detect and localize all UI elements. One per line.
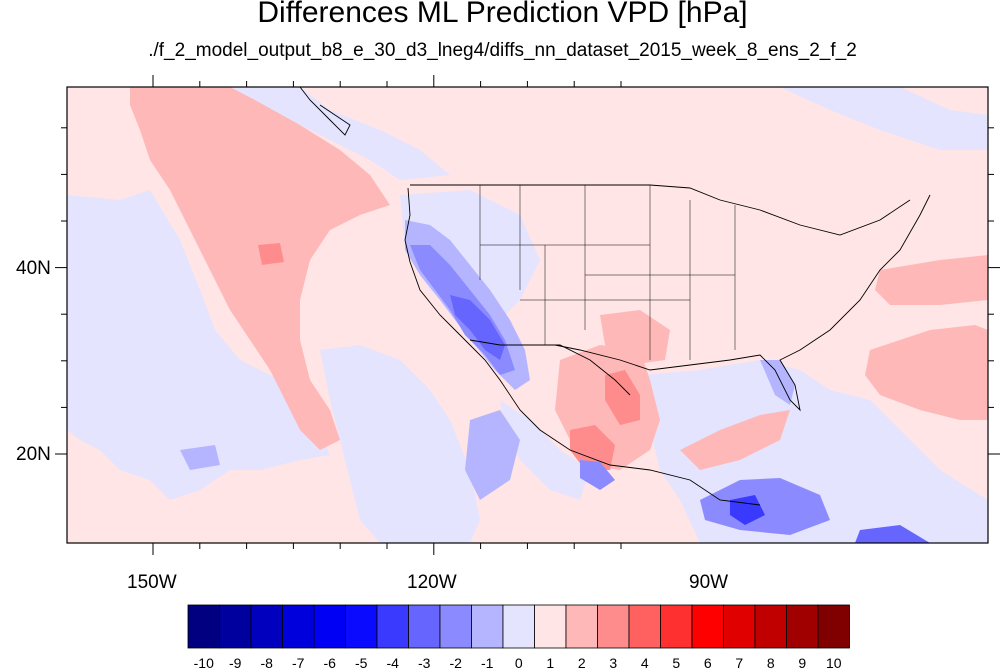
contour-neg1-northeast bbox=[780, 87, 988, 150]
colorbar-label: -6 bbox=[323, 655, 336, 671]
contour-pos3-mexico-south bbox=[570, 425, 615, 470]
colorbar-swatch bbox=[282, 604, 315, 649]
contour-pos2-east-atlantic-south bbox=[865, 325, 988, 420]
colorbar-swatch bbox=[313, 604, 346, 649]
colorbar-swatch bbox=[376, 604, 409, 649]
colorbar-label: -7 bbox=[292, 655, 305, 671]
coastline-west bbox=[404, 187, 761, 506]
contour-neg1-central-pacific bbox=[320, 345, 480, 543]
y-tick-label-20n: 20N bbox=[16, 444, 51, 465]
contour-pos3-mexico-core bbox=[605, 370, 640, 425]
colorbar-swatch bbox=[754, 604, 787, 649]
contour-neg1-north bbox=[230, 87, 450, 180]
colorbar-swatch bbox=[628, 604, 661, 649]
coastline-gulf bbox=[554, 194, 931, 412]
contour-pos2-east-atlantic bbox=[875, 255, 988, 305]
contour-pos3-pacific-spot bbox=[258, 243, 284, 265]
map-subtitle: ./f_2_model_output_b8_e_30_d3_lneg4/diff… bbox=[148, 40, 857, 61]
y-tick-label-40n: 40N bbox=[16, 258, 51, 279]
contour-neg1-west-pacific bbox=[67, 190, 330, 500]
colorbar-swatch bbox=[534, 604, 567, 649]
colorbar-swatch bbox=[471, 604, 504, 649]
colorbar-swatch bbox=[597, 604, 630, 649]
colorbar-label: -2 bbox=[449, 655, 462, 671]
colorbar-swatch bbox=[691, 604, 724, 649]
colorbar-swatch bbox=[502, 604, 535, 649]
colorbar-label: 4 bbox=[640, 655, 649, 671]
contour-neg2-hawaii bbox=[180, 445, 220, 470]
contour-neg2-bottom-right bbox=[855, 525, 930, 543]
x-tick-label-120w: 120W bbox=[407, 572, 457, 593]
colorbar-label: 1 bbox=[546, 655, 555, 671]
colorbar-swatch bbox=[565, 604, 598, 649]
colorbar-swatch bbox=[817, 604, 850, 649]
contour-neg1-southwest bbox=[400, 190, 540, 330]
colorbar-label: 8 bbox=[766, 655, 775, 671]
colorbar-label: -4 bbox=[386, 655, 399, 671]
colorbar-label: 7 bbox=[735, 655, 744, 671]
colorbar-swatch bbox=[219, 604, 252, 649]
colorbar-swatch bbox=[345, 604, 378, 649]
colorbar-label: 5 bbox=[672, 655, 681, 671]
colorbar-label: 6 bbox=[703, 655, 712, 671]
colorbar-label: 9 bbox=[798, 655, 807, 671]
colorbar-label: 10 bbox=[825, 655, 842, 671]
coastlines bbox=[299, 87, 931, 506]
colorbar-swatch bbox=[250, 604, 283, 649]
colorbar-label: -10 bbox=[193, 655, 214, 671]
coastline-alaska bbox=[299, 87, 351, 136]
colorbar-label: -3 bbox=[418, 655, 431, 671]
colorbar-swatch bbox=[439, 604, 472, 649]
colorbar-label: 2 bbox=[577, 655, 586, 671]
colorbar-swatch bbox=[408, 604, 441, 649]
border-us-canada bbox=[410, 184, 911, 236]
state-lines bbox=[479, 185, 736, 360]
x-tick-label-150w: 150W bbox=[127, 572, 177, 593]
axis-ticks bbox=[55, 75, 1000, 555]
border-us-mexico bbox=[469, 339, 631, 396]
colorbar-swatch bbox=[660, 604, 693, 649]
contour-pos2-pacific-plume bbox=[130, 87, 390, 450]
map-title: Differences ML Prediction VPD [hPa] bbox=[257, 0, 748, 29]
colorbar bbox=[187, 604, 850, 649]
colorbar-label: -9 bbox=[229, 655, 242, 671]
x-tick-label-90w: 90W bbox=[689, 572, 729, 593]
colorbar-label: 0 bbox=[514, 655, 523, 671]
contour-field bbox=[67, 87, 988, 543]
colorbar-swatch bbox=[723, 604, 756, 649]
colorbar-label: -5 bbox=[355, 655, 368, 671]
contour-neg1-baja bbox=[500, 400, 590, 500]
colorbar-label: 3 bbox=[609, 655, 618, 671]
colorbar-label: -1 bbox=[481, 655, 494, 671]
contour-neg3-central-america bbox=[700, 478, 830, 535]
colorbar-label: -8 bbox=[260, 655, 273, 671]
contour-pos2-caribbean bbox=[680, 410, 790, 470]
contour-pos2-texas bbox=[600, 310, 670, 365]
contour-neg2-sw-mexico bbox=[580, 460, 615, 490]
colorbar-swatch bbox=[187, 604, 220, 649]
contour-neg3-central-pacific-tail bbox=[465, 410, 520, 500]
colorbar-swatch bbox=[786, 604, 819, 649]
